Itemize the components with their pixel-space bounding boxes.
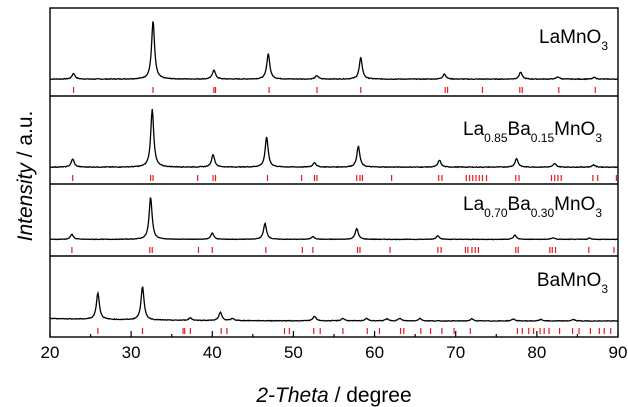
xrd-trace [49,108,619,169]
label-subscript: 0.70 [484,206,508,220]
x-tick-label: 70 [446,343,465,362]
x-axis-title-unit: / degree [329,384,412,407]
plot-frame [49,7,619,338]
label-subscript: 0.85 [484,131,508,145]
y-axis-title: Intensity / a.u. [14,111,37,242]
x-tick-label: 30 [122,343,141,362]
panel-1: LaMnO3 [49,21,619,93]
xrd-trace [49,21,619,81]
label-text: Ba [508,119,532,140]
panels-group: LaMnO3La0.85Ba0.15MnO3La0.70Ba0.30MnO3Ba… [49,21,619,334]
panel-2: La0.85Ba0.15MnO3 [49,108,619,181]
sample-label: La0.70Ba0.30MnO3 [463,194,602,220]
x-tick-label: 90 [609,343,628,362]
x-axis-title: 2-Theta / degree [255,384,411,407]
label-subscript: 3 [601,39,608,53]
x-tick-label: 40 [203,343,222,362]
x-tick-label: 50 [284,343,303,362]
label-subscript: 3 [595,206,602,220]
label-text: La [463,119,485,140]
plot-border [49,7,619,338]
label-text: Ba [508,194,532,215]
label-text: MnO [554,119,595,140]
xrd-trace [49,196,619,241]
label-text: La [463,194,485,215]
xrd-trace [49,285,619,323]
label-subscript: 3 [601,282,608,296]
x-axis-title-italic: 2-Theta [255,384,328,407]
label-text: MnO [554,194,595,215]
x-tick-label: 20 [41,343,60,362]
sample-label: La0.85Ba0.15MnO3 [463,119,602,145]
label-subscript: 0.15 [531,131,555,145]
y-axis-title-italic: Intensity [14,162,37,242]
label-text: BaMnO [537,270,601,291]
panel-3: La0.70Ba0.30MnO3 [49,194,619,253]
sample-label: LaMnO3 [539,27,608,53]
y-axis-title-unit: / a.u. [14,111,37,164]
label-subscript: 3 [595,131,602,145]
x-tick-label: 60 [365,343,384,362]
x-axis-ticks: 20 30 40 50 60 70 80 90 [41,331,628,362]
sample-label: BaMnO3 [537,270,608,296]
label-text: LaMnO [539,27,601,48]
label-subscript: 0.30 [531,206,555,220]
panel-4: BaMnO3 [49,270,619,334]
x-tick-label: 80 [527,343,546,362]
